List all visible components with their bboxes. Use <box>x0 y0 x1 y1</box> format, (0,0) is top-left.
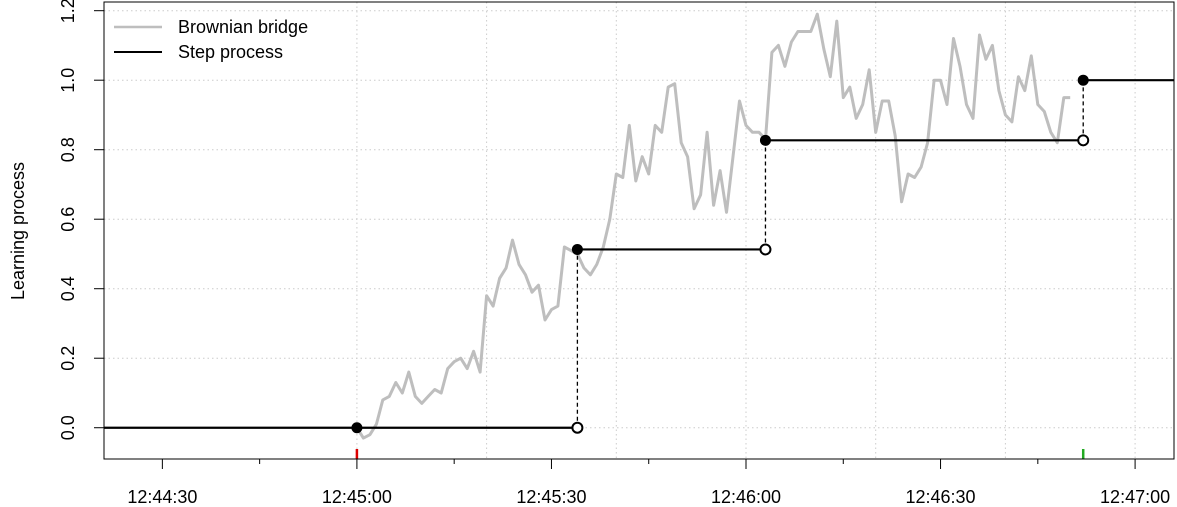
y-tick-label: 0.6 <box>58 207 78 232</box>
open-point <box>1077 134 1090 147</box>
y-tick-label: 0.4 <box>58 276 78 301</box>
y-axis-title: Learning process <box>8 162 28 300</box>
open-point <box>571 421 584 434</box>
series-brownian-bridge <box>355 12 1071 440</box>
y-axis: 0.0 0.2 0.4 0.6 0.8 1.0 1.2 <box>58 0 104 440</box>
x-tick-label: 12:44:30 <box>127 487 197 507</box>
closed-point <box>1077 74 1089 86</box>
y-tick-label: 0.0 <box>58 415 78 440</box>
legend-label-bridge: Brownian bridge <box>178 17 308 37</box>
x-tick-label: 12:47:00 <box>1100 487 1170 507</box>
x-tick-label: 12:45:00 <box>322 487 392 507</box>
closed-point <box>571 243 583 255</box>
grid-lines <box>104 2 1174 459</box>
y-tick-label: 1.2 <box>58 0 78 23</box>
bridge-layer <box>355 12 1071 440</box>
x-tick-label: 12:46:30 <box>906 487 976 507</box>
plot-frame <box>103 1 1175 460</box>
legend-label-step: Step process <box>178 42 283 62</box>
x-tick-label: 12:45:30 <box>516 487 586 507</box>
open-point <box>759 243 772 256</box>
rug-layer <box>355 449 1085 459</box>
x-axis: 12:44:30 12:45:00 12:45:30 12:46:00 12:46:30… <box>127 459 1170 507</box>
legend: Brownian bridge Step process <box>114 17 308 62</box>
closed-point <box>351 422 363 434</box>
y-tick-label: 1.0 <box>58 68 78 93</box>
x-tick-label: 12:46:00 <box>711 487 781 507</box>
y-tick-label: 0.2 <box>58 346 78 371</box>
y-tick-label: 0.8 <box>58 137 78 162</box>
step-layer <box>104 74 1174 434</box>
closed-point <box>759 134 771 146</box>
